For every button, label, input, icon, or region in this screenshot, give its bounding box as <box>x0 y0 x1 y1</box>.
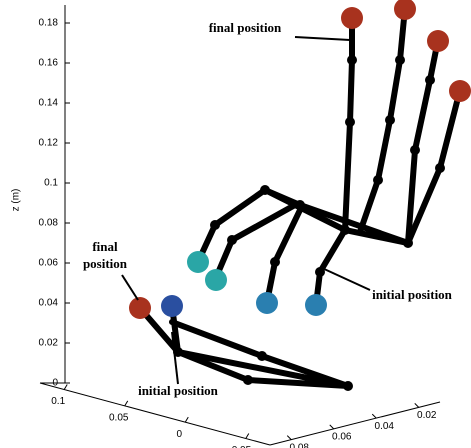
z-tick-label: 0.02 <box>39 338 59 349</box>
x-tick-label: 0 <box>176 429 182 440</box>
annotation: final <box>92 239 118 254</box>
x-tick <box>63 384 68 390</box>
x-tick-label: -0.05 <box>228 445 251 448</box>
z-tick-label: 0.04 <box>39 298 59 309</box>
bone <box>342 15 355 233</box>
leader-line <box>171 331 179 385</box>
x-tick <box>124 400 129 407</box>
z-tick-label: 0.06 <box>39 258 59 269</box>
z-tick-label: 0.12 <box>39 138 59 149</box>
x-axis <box>39 382 271 446</box>
annotation: initial position <box>372 287 453 302</box>
leader-line <box>321 267 371 291</box>
y-tick <box>329 424 335 430</box>
bone <box>264 207 303 305</box>
z-axis-label: z (m) <box>11 189 22 212</box>
y-tick <box>414 403 420 408</box>
y-tick <box>371 413 377 419</box>
y-tick-label: 0.04 <box>375 421 395 432</box>
annotation: initial position <box>138 383 219 398</box>
x-tick <box>245 433 250 439</box>
leader-line <box>294 36 351 41</box>
annotation: final position <box>209 20 282 35</box>
z-tick-label: 0.18 <box>39 18 59 29</box>
hand-initial <box>129 295 353 391</box>
joints <box>210 55 445 277</box>
y-tick-label: 0.06 <box>332 432 352 443</box>
y-tick-label: 0.02 <box>417 410 437 421</box>
x-tick <box>184 416 189 423</box>
x-tick-label: 0.05 <box>109 412 129 423</box>
fingertip <box>305 294 327 316</box>
x-tick-label: 0.1 <box>51 396 65 407</box>
bone <box>357 5 408 235</box>
bone <box>405 37 441 246</box>
fingertip <box>449 80 471 102</box>
annotation: position <box>83 256 128 271</box>
hand-final <box>187 0 471 316</box>
fingertip <box>256 292 278 314</box>
fingertip <box>187 251 209 273</box>
fingertip <box>341 7 363 29</box>
y-tick-label: 0.08 <box>290 442 310 448</box>
fingertip <box>427 30 449 52</box>
z-tick-label: 0.14 <box>39 98 59 109</box>
fingertip <box>161 295 183 317</box>
z-tick-label: 0.1 <box>44 178 58 189</box>
z-tick-label: 0.16 <box>39 58 59 69</box>
fingertip <box>205 269 227 291</box>
z-tick-label: 0.08 <box>39 218 59 229</box>
leader-line <box>121 274 139 301</box>
z-tick-label: 0 <box>52 378 58 389</box>
fingertip <box>129 297 151 319</box>
y-axis <box>269 401 441 446</box>
fingertip <box>394 0 416 20</box>
y-tick <box>286 435 292 440</box>
